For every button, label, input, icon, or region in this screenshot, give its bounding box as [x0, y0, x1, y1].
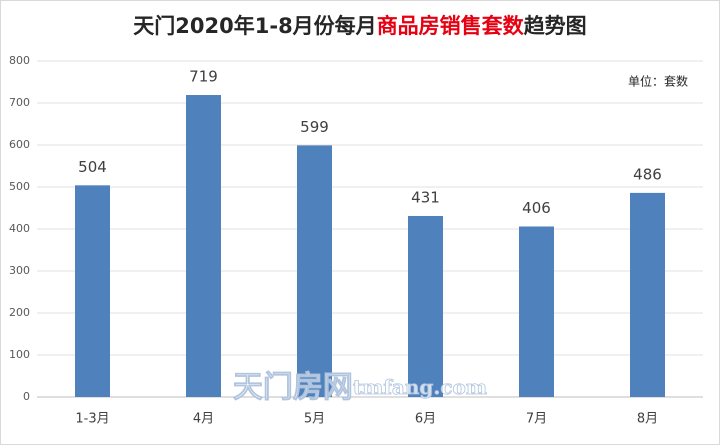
value-label: 599 [300, 118, 329, 136]
bar [186, 95, 221, 398]
x-tick-label: 4月 [193, 412, 214, 427]
y-tick-label: 400 [9, 222, 30, 235]
watermark-cn: 天门房网 [233, 370, 353, 405]
value-label: 406 [522, 199, 551, 217]
value-label: 486 [633, 165, 662, 183]
bar [630, 192, 665, 397]
x-tick-label: 5月 [304, 412, 325, 427]
y-tick-label: 0 [23, 390, 30, 403]
y-tick-label: 600 [9, 138, 30, 151]
value-label: 504 [78, 158, 107, 176]
y-tick-label: 800 [9, 54, 30, 67]
value-label: 719 [189, 68, 218, 86]
watermark-url: tmfang.com [353, 375, 487, 399]
watermark: 天门房网tmfang.com [233, 370, 487, 405]
x-tick-label: 1-3月 [75, 412, 109, 427]
title-part: 天门2020年1-8月份每月 [133, 14, 376, 38]
bar [408, 215, 443, 397]
title-part: 趋势图 [524, 14, 587, 38]
x-tick-label: 7月 [526, 412, 547, 427]
bar [297, 145, 332, 397]
title-part: 商品房销售套数 [377, 14, 525, 38]
x-tick-label: 6月 [415, 412, 436, 427]
y-tick-label: 700 [9, 96, 30, 109]
chart-title: 天门2020年1-8月份每月商品房销售套数趋势图 [133, 14, 586, 38]
y-tick-label: 300 [9, 264, 30, 277]
bar [75, 185, 110, 397]
bar [519, 226, 554, 397]
unit-annotation: 单位：套数 [628, 74, 688, 89]
y-tick-label: 200 [9, 306, 30, 319]
value-label: 431 [411, 188, 440, 206]
x-tick-label: 8月 [637, 412, 658, 427]
y-tick-label: 100 [9, 348, 30, 361]
y-tick-label: 500 [9, 180, 30, 193]
